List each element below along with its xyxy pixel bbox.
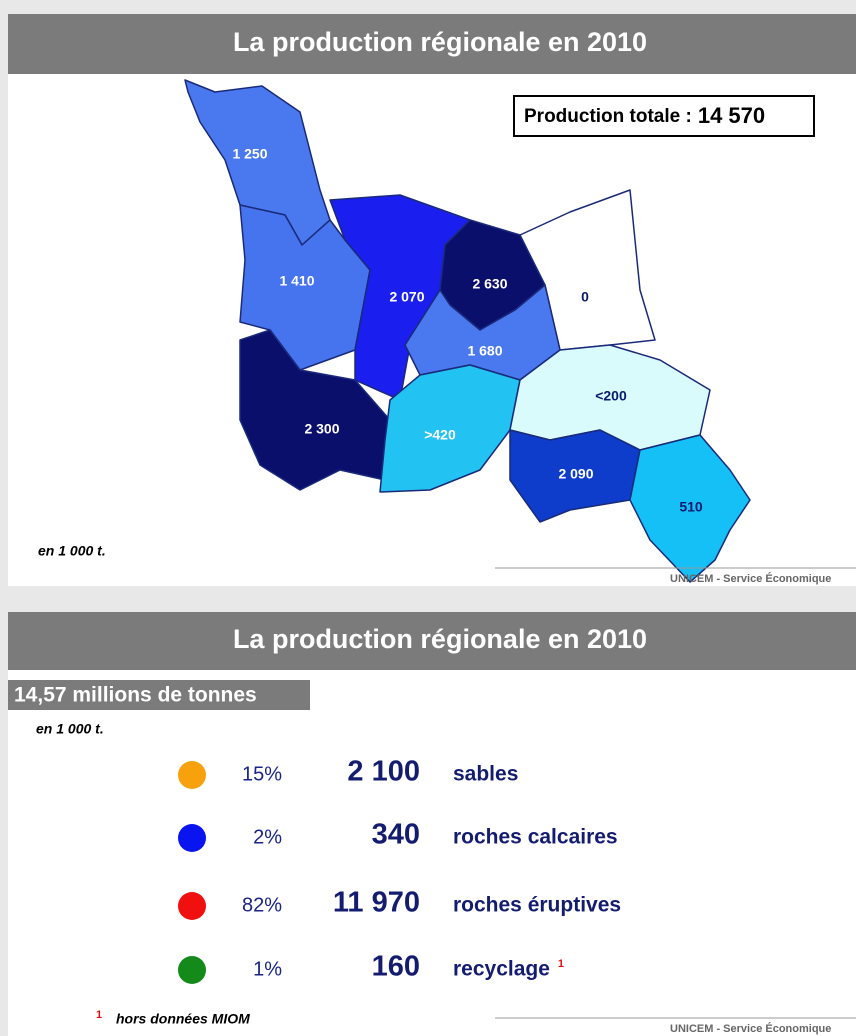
legend-dot	[178, 892, 206, 920]
panel-title: La production régionale en 2010	[233, 624, 647, 654]
item-name: sables	[453, 763, 518, 786]
total-box	[513, 95, 815, 137]
share: 1%	[253, 958, 282, 980]
region-label: >420	[424, 427, 456, 443]
region-label: 1 410	[279, 273, 314, 289]
title-bar	[8, 612, 856, 670]
region-label: 2 070	[389, 289, 424, 305]
item-name: roches éruptives	[453, 894, 621, 917]
tonnage: 160	[372, 951, 420, 983]
total-text: Production totale : 14 570	[524, 103, 765, 128]
region-label: 2 090	[558, 466, 593, 482]
footnote-ref: 1	[558, 958, 564, 970]
tonnage: 11 970	[333, 887, 420, 919]
total-value: 14 570	[698, 103, 765, 128]
subtitle: 14,57 millions de tonnes	[14, 684, 257, 707]
panel-title: La production régionale en 2010	[233, 27, 647, 57]
share: 15%	[242, 763, 282, 785]
map: 1 250 1 410 2 070 2 630 0 1 680 2 300 >4…	[184, 79, 751, 583]
region-label: 0	[581, 289, 589, 305]
region-label: <200	[595, 388, 627, 404]
region	[629, 434, 751, 583]
unit-note: en 1 000 t.	[36, 721, 104, 737]
share: 2%	[253, 826, 282, 848]
legend-dot	[178, 956, 206, 984]
tonnage: 340	[372, 819, 420, 851]
region-label: 510	[679, 499, 703, 515]
source: UNICEM - Service Économique	[670, 572, 831, 585]
subtitle-box	[8, 680, 310, 710]
footnote-mark: 1	[96, 1009, 102, 1021]
tonnage: 2 100	[347, 756, 420, 788]
region	[329, 194, 471, 401]
region-label: 2 630	[472, 276, 507, 292]
item-name: roches calcaires	[453, 826, 618, 849]
total-label: Production totale :	[524, 106, 692, 127]
unit-note: en 1 000 t.	[38, 543, 106, 559]
region	[379, 364, 521, 493]
region-label: 1 680	[467, 343, 502, 359]
footnote: hors données MIOM	[116, 1011, 250, 1027]
item-name: recyclage	[453, 958, 550, 981]
source: UNICEM - Service Économique	[670, 1022, 831, 1035]
region-label: 1 250	[232, 146, 267, 162]
title-bar	[8, 14, 856, 74]
legend-dot	[178, 824, 206, 852]
share: 82%	[242, 894, 282, 916]
legend-dot	[178, 761, 206, 789]
panel	[8, 612, 856, 1036]
region-label: 2 300	[304, 421, 339, 437]
